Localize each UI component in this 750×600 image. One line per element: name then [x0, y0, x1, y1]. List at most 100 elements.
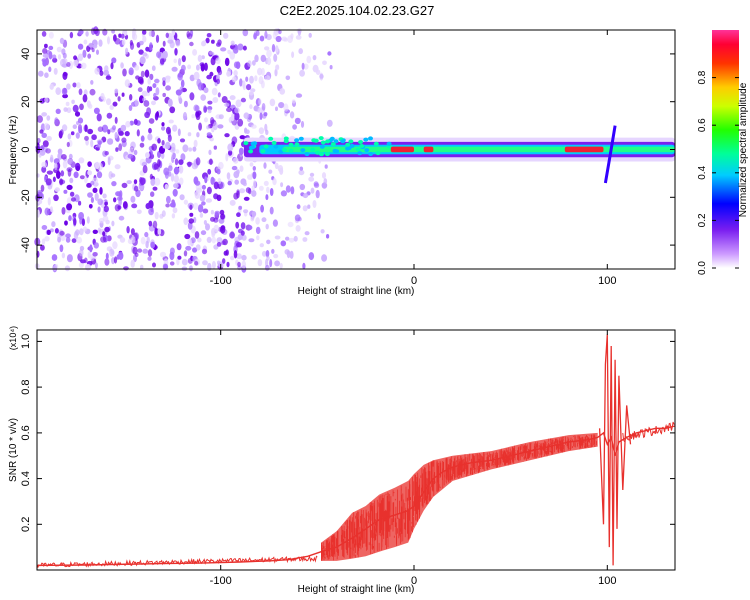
spectrogram-noise-cell [211, 231, 216, 238]
spectrogram-x-tick-label: 0 [411, 275, 417, 287]
spectrogram-noise-cell [257, 67, 263, 76]
spectrogram-noise-cell [127, 153, 134, 159]
spectrogram-signal-cell [268, 136, 274, 141]
spectrogram-noise-cell [118, 143, 123, 152]
spectrogram-noise-cell [163, 263, 169, 270]
spectrogram-noise-cell [40, 244, 45, 251]
spectrogram-noise-cell [80, 62, 87, 69]
spectrogram-noise-cell [110, 173, 116, 178]
spectrogram-signal-cell [373, 141, 379, 146]
spectrogram-y-tick-label: 20 [20, 96, 32, 108]
spectrogram-noise-cell [317, 212, 321, 220]
spectrogram-signal-cell [340, 139, 346, 144]
spectrogram-noise-cell [227, 143, 234, 152]
spectrogram-signal-cell [355, 147, 361, 152]
spectrogram-noise-cell [272, 219, 278, 227]
spectrogram-noise-cell [275, 106, 278, 112]
spectrogram-noise-cell [288, 237, 295, 243]
spectrogram-noise-cell [287, 221, 294, 228]
spectrogram-noise-cell [272, 178, 277, 186]
spectrogram-noise-cell [235, 99, 242, 108]
spectrogram-noise-cell [220, 225, 226, 234]
spectrogram-noise-cell [217, 92, 221, 98]
spectrogram-x-ticks: -100 0 100 [210, 30, 616, 287]
spectrogram-noise-cell [151, 100, 156, 106]
spectrogram-noise-cell [209, 71, 214, 77]
spectrogram-noise-cell [105, 75, 112, 80]
spectrogram-noise-cell [203, 87, 209, 94]
spectrogram-noise-cell [94, 67, 100, 75]
spectrogram-noise-cell [92, 229, 99, 234]
spectrogram-noise-cell [41, 238, 46, 245]
spectrogram-noise-cell [243, 209, 249, 214]
spectrogram-noise-cell [236, 253, 242, 260]
spectrogram-signal-cell [260, 149, 266, 154]
spectrogram-signal-cell [358, 140, 364, 144]
spectrogram-noise-cell [227, 180, 232, 186]
spectrogram-noise-cell [104, 201, 108, 206]
spectrogram-noise-cell [205, 223, 210, 231]
spectrogram-noise-cell [241, 260, 247, 269]
spectrogram-noise-cell [177, 73, 183, 78]
spectrogram-noise-cell [138, 49, 144, 55]
spectrogram-noise-cell [216, 242, 222, 247]
spectrogram-noise-cell [283, 37, 289, 42]
spectrogram-noise-cell [161, 210, 166, 218]
spectrogram-noise-cell [113, 256, 118, 264]
spectrogram-x-label: Height of straight line (km) [298, 286, 415, 297]
spectrogram-noise-cell [201, 41, 206, 47]
spectrogram-noise-cell [278, 102, 285, 109]
colorbar-tick-label: 0.8 [697, 70, 708, 84]
spectrogram-noise-cell [298, 169, 305, 176]
spectrogram-noise-cell [179, 138, 186, 143]
spectrogram-noise-cell [149, 73, 154, 81]
spectrogram-noise-cell [102, 231, 106, 237]
spectrogram-noise-cell [302, 193, 309, 199]
spectrogram-noise-cell [109, 104, 114, 110]
spectrogram-noise-cell [179, 194, 185, 201]
spectrogram-noise-cell [260, 204, 264, 213]
spectrogram-noise-cell [245, 187, 251, 194]
spectrogram-signal-cell [325, 139, 331, 144]
spectrogram-noise-cell [266, 255, 270, 261]
spectrogram-noise-cell [152, 186, 158, 191]
spectrogram-signal-cell [248, 149, 254, 154]
spectrogram-noise-cell [62, 160, 68, 169]
spectrogram-signal-cell [319, 144, 325, 149]
spectrogram-noise-cell [177, 94, 182, 102]
spectrogram-noise-cell [215, 57, 221, 65]
spectrogram-signal-cell [364, 148, 370, 153]
spectrogram-noise-cell [54, 117, 59, 125]
spectrogram-noise-cell [141, 90, 148, 97]
spectrogram-noise-cell [167, 98, 173, 108]
spectrogram-noise-cell [224, 133, 230, 138]
spectrogram-noise-cell [197, 204, 204, 213]
spectrogram-noise-cell [237, 261, 241, 268]
spectrogram-noise-cell [178, 58, 182, 66]
spectrogram-noise-cell [251, 211, 257, 217]
spectrogram-noise-cell [211, 39, 215, 44]
spectrogram-signal-band [282, 146, 675, 153]
spectrogram-noise-cell [148, 31, 152, 37]
spectrogram-noise-cell [59, 129, 64, 136]
spectrogram-noise-cell [294, 117, 301, 125]
spectrogram-noise-cell [107, 129, 111, 135]
spectrogram-noise-cell [257, 259, 263, 267]
spectrogram-noise-cell [110, 62, 114, 70]
spectrogram-noise-cell [240, 97, 246, 103]
spectrogram-noise-cell [129, 94, 133, 101]
spectrogram-noise-cell [171, 29, 176, 36]
spectrogram-noise-cell [73, 231, 79, 240]
spectrogram-noise-cell [52, 176, 56, 183]
spectrogram-signal-cell [345, 142, 351, 147]
spectrogram-noise-cell [188, 218, 195, 224]
spectrogram-noise-cell [162, 40, 166, 47]
spectrogram-noise-cell [230, 255, 235, 261]
spectrogram-noise-cell [76, 82, 81, 89]
spectrogram-noise-cell [259, 35, 265, 42]
spectrogram-noise-cell [69, 31, 74, 39]
spectrogram-noise-cell [106, 98, 112, 106]
spectrogram-noise-cell [101, 124, 109, 133]
spectrogram-noise-cell [242, 80, 246, 89]
spectrogram-noise-cell [67, 168, 72, 177]
